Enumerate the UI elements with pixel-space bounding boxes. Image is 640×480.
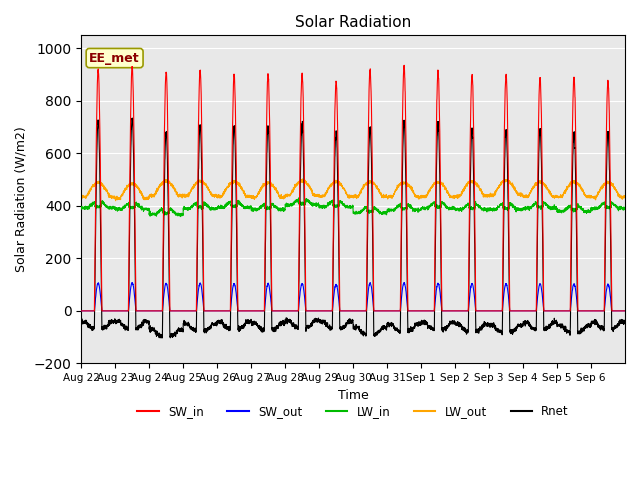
X-axis label: Time: Time bbox=[338, 389, 369, 402]
Y-axis label: Solar Radiation (W/m2): Solar Radiation (W/m2) bbox=[15, 127, 28, 272]
Title: Solar Radiation: Solar Radiation bbox=[295, 15, 412, 30]
Text: EE_met: EE_met bbox=[90, 51, 140, 65]
Legend: SW_in, SW_out, LW_in, LW_out, Rnet: SW_in, SW_out, LW_in, LW_out, Rnet bbox=[132, 401, 573, 423]
